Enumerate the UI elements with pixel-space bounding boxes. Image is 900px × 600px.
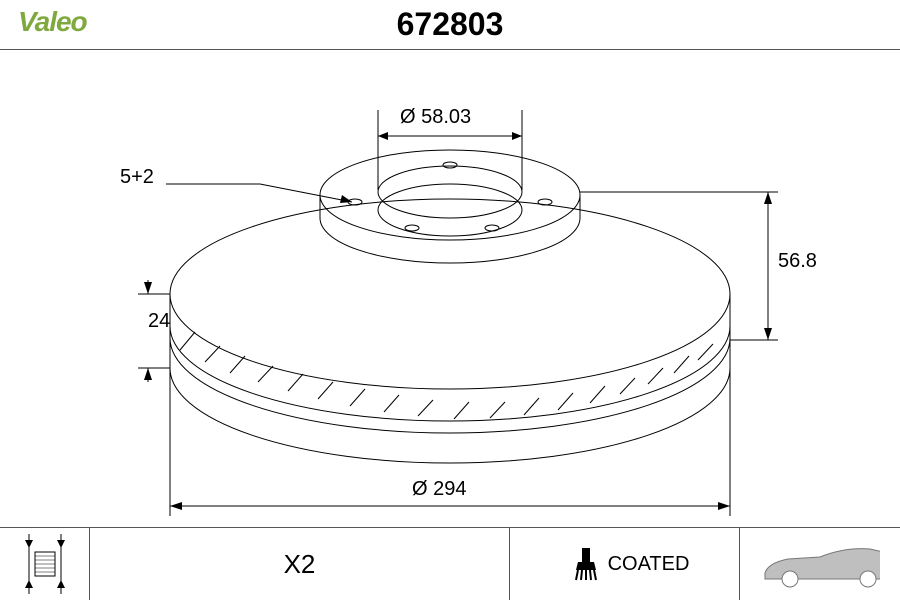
footer-cell-cross-section [0, 528, 90, 600]
car-icon [760, 539, 880, 589]
brush-icon [560, 544, 600, 584]
label-thickness: 24 [148, 310, 170, 333]
dim-height [580, 192, 778, 340]
coated-label: COATED [608, 553, 690, 576]
quantity-label: X2 [284, 549, 316, 580]
ventilation-vanes [180, 332, 713, 419]
footer-cell-coated: COATED [510, 528, 740, 600]
valeo-logo: Valeo [18, 6, 87, 38]
part-number: 672803 [397, 6, 504, 43]
label-holes: 5+2 [120, 166, 154, 189]
footer-cell-vehicle [740, 528, 900, 600]
label-outer-diameter: Ø 294 [412, 478, 466, 501]
footer: X2 COATED [0, 528, 900, 600]
cross-section-icon [25, 534, 65, 594]
dim-holes [166, 184, 352, 203]
label-height: 56.8 [778, 250, 817, 273]
drawing-area: 5+2 Ø 58.03 24 56.8 Ø 294 [0, 50, 900, 528]
header: Valeo 672803 [0, 0, 900, 50]
label-bore-diameter: Ø 58.03 [400, 106, 471, 129]
footer-cell-quantity: X2 [90, 528, 510, 600]
